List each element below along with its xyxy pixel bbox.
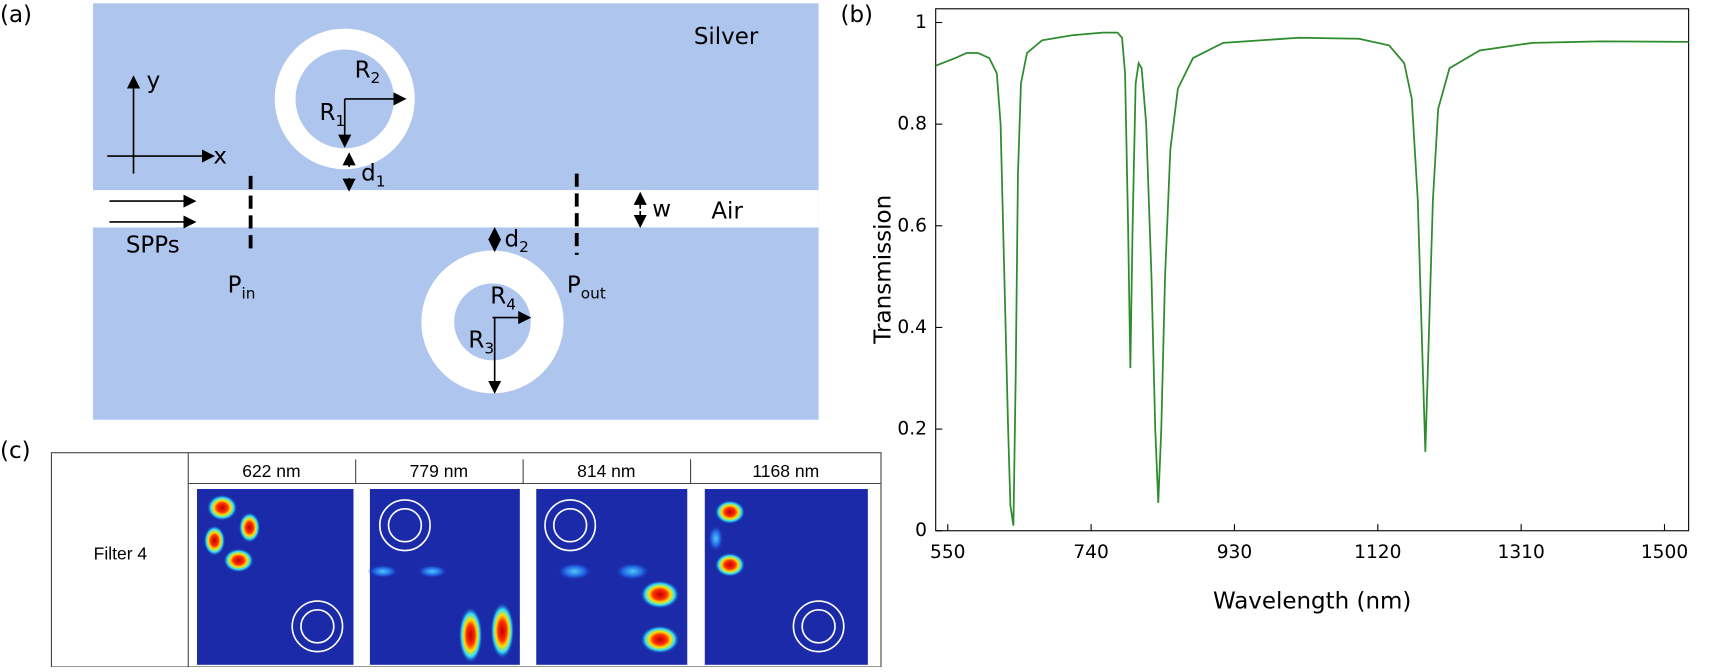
plot-frame <box>935 8 1690 532</box>
label: Pout <box>567 272 606 302</box>
air-channel <box>93 190 819 228</box>
y-tick-label: 0.2 <box>897 419 927 440</box>
label: SPPs <box>126 233 180 259</box>
label: w <box>652 196 671 222</box>
y-tick-label: 0.8 <box>897 114 927 135</box>
column-header: 1168 nm <box>752 461 819 481</box>
ring-inner <box>454 283 531 361</box>
x-tick-label: 930 <box>1217 542 1252 563</box>
row-label: Filter 4 <box>94 544 148 564</box>
y-tick-label: 0.6 <box>897 215 927 236</box>
column-header: 779 nm <box>410 461 468 481</box>
line-chart: Transmission Wavelength (nm) 0 0.2 0.4 0.6 0… <box>871 8 1690 615</box>
label: R2 <box>355 57 381 87</box>
panel-label: (c) <box>0 438 31 464</box>
x-tick-label: 550 <box>930 542 965 563</box>
label: Air <box>711 199 743 225</box>
field-map-table: Filter 4 622 nm 779 nm 814 nm 1168 nm <box>50 452 882 668</box>
label: y <box>147 68 161 94</box>
label: d1 <box>361 160 385 190</box>
schematic: Silver Air SPPs x y w R2 R1 d1 d2 R4 R3 … <box>93 3 819 420</box>
y-tick-label: 0.4 <box>897 317 927 338</box>
x-axis-title: Wavelength (nm) <box>1213 589 1411 615</box>
label: R4 <box>490 283 516 313</box>
label: R1 <box>320 100 346 130</box>
y-axis-title: Transmission <box>871 195 897 345</box>
x-tick-label: 740 <box>1073 542 1108 563</box>
label: R3 <box>468 327 494 357</box>
x-tick-label: 1310 <box>1497 542 1544 563</box>
label: d2 <box>505 226 529 256</box>
label: Silver <box>694 24 759 50</box>
x-tick-label: 1120 <box>1354 542 1401 563</box>
panel-label: (b) <box>840 2 873 28</box>
x-tick-label: 1500 <box>1641 542 1688 563</box>
panel-label: (a) <box>0 2 32 28</box>
field-map <box>367 488 520 665</box>
column-header: 814 nm <box>577 461 635 481</box>
field-map <box>704 488 868 665</box>
y-tick-label: 1 <box>915 12 927 33</box>
data-line <box>935 31 1689 526</box>
column-header: 622 nm <box>242 461 300 481</box>
field-map <box>196 488 354 665</box>
field-map <box>536 488 688 665</box>
label: x <box>213 144 227 170</box>
label: Pin <box>228 272 256 302</box>
y-tick-label: 0 <box>915 520 927 541</box>
